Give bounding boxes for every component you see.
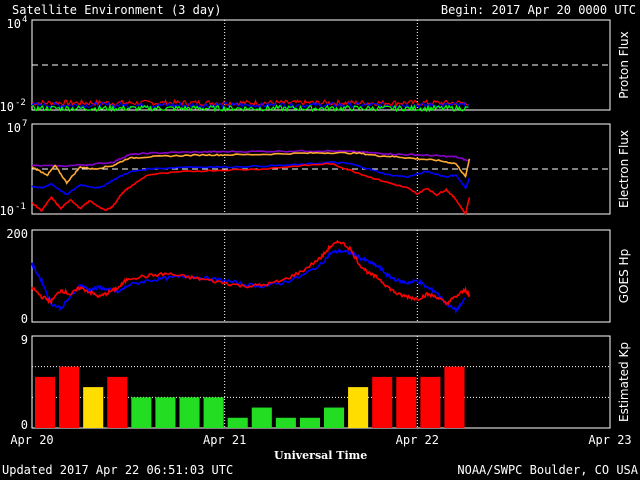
kp-bar <box>35 376 56 428</box>
electron_flux-series-line <box>31 151 471 185</box>
kp-bar <box>107 376 128 428</box>
electron_flux-series-line <box>31 162 471 217</box>
kp-bar <box>83 387 104 428</box>
estimated_kp-ylabel: Estimated Kp <box>617 342 631 422</box>
electron_flux-ytick-1-exponent: -1 <box>15 202 26 212</box>
proton_flux-ytick-1: 10 <box>0 100 14 114</box>
electron_flux-ytick-0: 10 <box>7 121 21 135</box>
estimated_kp-ytick-1: 0 <box>21 418 28 432</box>
x-axis-label: Universal Time <box>274 449 368 462</box>
proton_flux-ytick-0-exponent: 4 <box>22 15 27 25</box>
kp-bar <box>348 387 369 428</box>
x-tick-label: Apr 22 <box>396 433 439 447</box>
kp-bar <box>227 417 248 428</box>
begin-time: Begin: 2017 Apr 20 0000 UTC <box>440 3 636 17</box>
kp-bar <box>444 366 465 428</box>
kp-bar <box>59 366 80 428</box>
proton_flux-ytick-1-exponent: -2 <box>15 98 26 108</box>
kp-bar <box>372 376 393 428</box>
kp-bar <box>131 397 152 428</box>
estimated_kp-ytick-0: 9 <box>21 333 28 347</box>
kp-bar <box>324 407 345 428</box>
source-credit: NOAA/SWPC Boulder, CO USA <box>457 463 638 477</box>
goes_hp-ylabel: GOES Hp <box>617 249 631 303</box>
kp-bar <box>251 407 272 428</box>
chart-title: Satellite Environment (3 day) <box>12 3 222 17</box>
kp-bar <box>203 397 224 428</box>
x-tick-label: Apr 21 <box>203 433 246 447</box>
electron_flux-series-line <box>31 161 470 196</box>
kp-bar <box>179 397 200 428</box>
goes_hp-ytick-1: 0 <box>21 312 28 326</box>
electron_flux-ytick-0-exponent: 7 <box>22 119 27 129</box>
electron_flux-ytick-1: 10 <box>0 204 14 218</box>
goes_hp-frame <box>31 229 611 323</box>
goes_hp-ytick-0: 200 <box>6 227 28 241</box>
goes_hp-series-line <box>31 247 466 315</box>
kp-bar <box>299 417 320 428</box>
kp-bar <box>275 417 296 428</box>
x-tick-label: Apr 20 <box>10 433 53 447</box>
kp-bar <box>396 376 417 428</box>
proton-series-line <box>31 98 469 107</box>
updated-time: Updated 2017 Apr 22 06:51:03 UTC <box>2 463 234 477</box>
proton_flux-ytick-0: 10 <box>7 17 21 31</box>
goes_hp-series-line <box>31 239 471 306</box>
electron_flux-ylabel: Electron Flux <box>617 130 631 208</box>
kp-bar <box>155 397 176 428</box>
x-tick-label: Apr 23 <box>588 433 631 447</box>
kp-bar <box>420 376 441 428</box>
proton_flux-ylabel: Proton Flux <box>617 31 631 98</box>
electron_flux-series-line <box>31 149 470 168</box>
proton-series-line <box>32 103 469 113</box>
